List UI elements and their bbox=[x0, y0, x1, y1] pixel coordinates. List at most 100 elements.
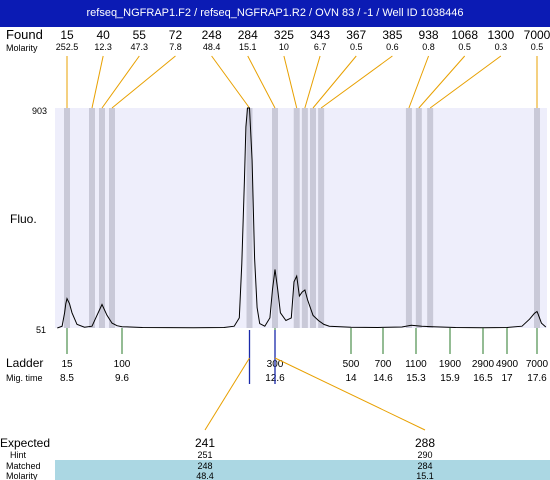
found-band-2 bbox=[99, 108, 105, 328]
ladder-size-1: 100 bbox=[114, 359, 131, 370]
found-molarity-1: 12.3 bbox=[94, 42, 112, 52]
table-label-matched: Matched bbox=[6, 461, 41, 471]
fluorescence-trace bbox=[57, 107, 547, 329]
found-band-9 bbox=[318, 108, 325, 328]
found-size-3: 72 bbox=[169, 28, 183, 42]
migtime-row-label: Mig. time bbox=[6, 373, 43, 383]
ladder-size-6: 1900 bbox=[439, 359, 462, 370]
ladder-size-7: 2900 bbox=[472, 359, 495, 370]
table-label-molarity: Molarity bbox=[6, 471, 38, 480]
ladder-migtime-4: 14.6 bbox=[373, 373, 393, 384]
found-size-7: 343 bbox=[310, 28, 330, 42]
found-row-label: Found bbox=[6, 27, 43, 42]
ladder-migtime-0: 8.5 bbox=[60, 373, 74, 384]
found-connector-12 bbox=[429, 55, 502, 109]
found-connector-11 bbox=[418, 55, 466, 109]
found-connector-8 bbox=[312, 55, 357, 109]
ladder-migtime-1: 9.6 bbox=[115, 373, 129, 384]
ladder-migtime-7: 16.5 bbox=[473, 373, 493, 384]
found-band-12 bbox=[427, 108, 434, 328]
y-tick-min: 51 bbox=[36, 325, 46, 335]
found-band-3 bbox=[109, 108, 115, 328]
found-connector-7 bbox=[304, 55, 321, 109]
found-band-10 bbox=[405, 108, 412, 328]
ladder-size-3: 500 bbox=[343, 359, 360, 370]
ladder-row-label: Ladder bbox=[6, 356, 43, 370]
found-molarity-3: 7.8 bbox=[169, 42, 182, 52]
found-size-0: 15 bbox=[60, 28, 74, 42]
found-molarity-8: 0.5 bbox=[350, 42, 363, 52]
ladder-size-9: 7000 bbox=[526, 359, 549, 370]
found-connector-2 bbox=[101, 55, 140, 109]
found-size-11: 1068 bbox=[451, 28, 478, 42]
table-label-hint: Hint bbox=[10, 450, 27, 460]
chart-title: refseq_NGFRAP1.F2 / refseq_NGFRAP1.R2 / … bbox=[0, 0, 550, 27]
found-molarity-12: 0.3 bbox=[495, 42, 508, 52]
found-size-10: 938 bbox=[419, 28, 439, 42]
ladder-migtime-8: 17 bbox=[501, 373, 513, 384]
found-connector-3 bbox=[111, 55, 176, 109]
found-band-7 bbox=[301, 108, 308, 328]
found-size-4: 248 bbox=[202, 28, 222, 42]
found-band-11 bbox=[415, 108, 422, 328]
found-band-13 bbox=[534, 108, 540, 328]
found-connector-10 bbox=[408, 55, 430, 109]
ladder-size-4: 700 bbox=[375, 359, 392, 370]
found-molarity-7: 6.7 bbox=[314, 42, 327, 52]
expected-connector-1 bbox=[274, 357, 426, 431]
found-molarity-10: 0.8 bbox=[422, 42, 435, 52]
matched-value-1: 284 bbox=[417, 461, 432, 471]
found-size-5: 284 bbox=[238, 28, 258, 42]
ladder-migtime-9: 17.6 bbox=[527, 373, 547, 384]
found-connector-4 bbox=[211, 55, 250, 109]
y-tick-max: 903 bbox=[32, 106, 47, 116]
plot-area bbox=[55, 108, 547, 328]
found-molarity-11: 0.5 bbox=[458, 42, 471, 52]
found-size-13: 7000 bbox=[524, 28, 550, 42]
found-size-8: 367 bbox=[346, 28, 366, 42]
ladder-migtime-5: 15.3 bbox=[406, 373, 426, 384]
y-axis-label: Fluo. bbox=[10, 212, 37, 226]
ladder-migtime-3: 14 bbox=[345, 373, 357, 384]
found-connector-lines bbox=[66, 55, 538, 109]
found-connector-6 bbox=[283, 55, 298, 109]
found-size-6: 325 bbox=[274, 28, 294, 42]
found-connector-1 bbox=[91, 55, 104, 109]
ladder-axis: 158.51009.630012.65001470014.6110015.319… bbox=[60, 328, 549, 384]
found-band-0 bbox=[64, 108, 70, 328]
found-band-8 bbox=[310, 108, 316, 328]
found-connector-5 bbox=[247, 55, 276, 109]
table-highlight bbox=[55, 460, 550, 480]
expected-markers bbox=[204, 330, 426, 431]
found-molarity-2: 47.3 bbox=[131, 42, 149, 52]
found-band-5 bbox=[272, 108, 278, 328]
expected-connector-0 bbox=[204, 357, 250, 431]
expected-value-0: 241 bbox=[195, 436, 215, 450]
ladder-size-8: 4900 bbox=[496, 359, 519, 370]
table-label-expected: Expected bbox=[0, 436, 50, 450]
ladder-migtime-6: 15.9 bbox=[440, 373, 460, 384]
found-band-4 bbox=[246, 108, 253, 328]
molarity-value-1: 15.1 bbox=[416, 471, 434, 480]
found-molarity-6: 10 bbox=[279, 42, 289, 52]
found-molarity-5: 15.1 bbox=[239, 42, 257, 52]
ladder-size-0: 15 bbox=[61, 359, 73, 370]
found-molarity-13: 0.5 bbox=[531, 42, 544, 52]
found-size-12: 1300 bbox=[487, 28, 514, 42]
molarity-value-0: 48.4 bbox=[196, 471, 214, 480]
found-connector-9 bbox=[320, 55, 393, 109]
found-molarity-0: 252.5 bbox=[56, 42, 79, 52]
expected-value-1: 288 bbox=[415, 436, 435, 450]
hint-value-1: 290 bbox=[417, 450, 432, 460]
molarity-row-label: Molarity bbox=[6, 43, 38, 53]
found-band-1 bbox=[89, 108, 95, 328]
hint-value-0: 251 bbox=[197, 450, 212, 460]
found-size-1: 40 bbox=[96, 28, 110, 42]
found-size-2: 55 bbox=[133, 28, 147, 42]
found-molarity-9: 0.6 bbox=[386, 42, 399, 52]
found-bands bbox=[64, 108, 540, 328]
matched-value-0: 248 bbox=[197, 461, 212, 471]
